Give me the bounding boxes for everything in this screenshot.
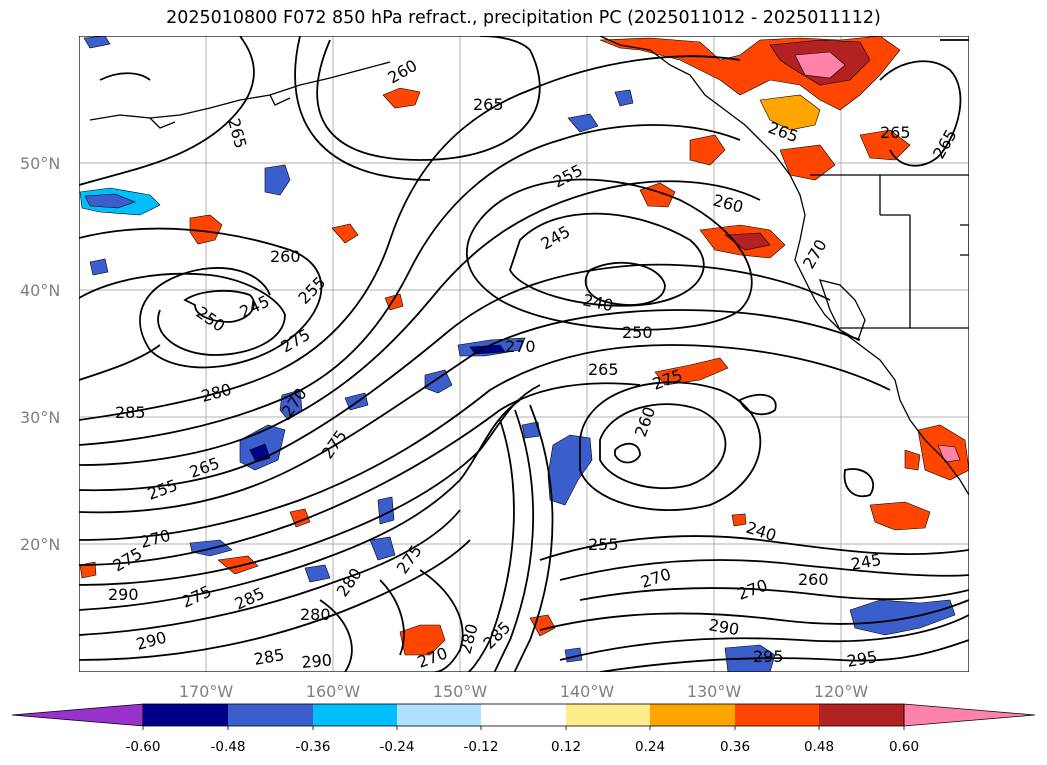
coastlines <box>89 36 969 496</box>
lon-label-160w: 160°W <box>306 682 361 701</box>
colorbar-bin <box>313 704 397 726</box>
colorbar-tick-label: 0.36 <box>720 739 750 755</box>
colorbar-ticks <box>142 726 905 730</box>
colorbar-tick-label: 0.12 <box>551 739 581 755</box>
refractivity-contours <box>79 36 969 672</box>
colorbar-tick-label: 0.24 <box>635 739 665 755</box>
lon-label-130w: 130°W <box>687 682 742 701</box>
lon-label-140w: 140°W <box>560 682 615 701</box>
lat-label-30n: 30°N <box>20 408 60 427</box>
contour-label: 290 <box>108 585 139 604</box>
colorbar-tick-label: 0.60 <box>889 739 919 755</box>
colorbar-high-extension <box>903 703 1036 727</box>
colorbar-bin <box>819 704 904 726</box>
contour-label: 295 <box>753 647 784 666</box>
colorbar-bin <box>650 704 735 726</box>
contour-label: 255 <box>588 535 619 554</box>
colorbar-tick-label: 0.48 <box>804 739 834 755</box>
lat-label-20n: 20°N <box>20 535 60 554</box>
colorbar-low-extension <box>11 703 144 727</box>
map-panel: 265 260 265 255 245 240 250 260 245 250 … <box>79 36 969 672</box>
precip-positive-areas <box>79 36 969 656</box>
colorbar-tick-label: -0.36 <box>296 739 331 755</box>
contour-label: 250 <box>622 323 653 342</box>
lat-label-40n: 40°N <box>20 281 60 300</box>
lon-label-120w: 120°W <box>814 682 869 701</box>
contour-label: 270 <box>505 337 536 356</box>
lon-label-150w: 150°W <box>433 682 488 701</box>
contour-label: 265 <box>880 123 911 142</box>
colorbar-tick-label: -0.24 <box>380 739 415 755</box>
colorbar-tick-label: -0.60 <box>126 739 161 755</box>
precip-negative-areas <box>79 36 956 672</box>
colorbar-bin <box>143 704 228 726</box>
contour-label: 280 <box>300 605 331 624</box>
contour-label: 265 <box>588 360 619 379</box>
map-title: 2025010800 F072 850 hPa refract., precip… <box>166 8 881 28</box>
contour-label: 265 <box>473 95 504 114</box>
contour-label: 260 <box>270 247 301 266</box>
colorbar-tick-label: -0.48 <box>211 739 246 755</box>
colorbar-bin <box>566 704 650 726</box>
colorbar-bin <box>397 704 481 726</box>
lon-label-170w: 170°W <box>179 682 234 701</box>
longitude-labels: 170°W 160°W 150°W 140°W 130°W 120°W <box>179 682 869 701</box>
colorbar-bin <box>228 704 313 726</box>
colorbar-tick-label: -0.12 <box>464 739 499 755</box>
contour-label: 290 <box>301 650 333 672</box>
latitude-labels: 50°N 40°N 30°N 20°N <box>20 154 60 554</box>
colorbar: -0.60 -0.48 -0.36 -0.24 -0.12 0.12 0.24 … <box>11 703 1036 755</box>
contour-label: 285 <box>115 403 146 422</box>
colorbar-bin <box>481 704 566 726</box>
contour-label: 260 <box>798 570 829 589</box>
colorbar-bin <box>735 704 819 726</box>
lat-label-50n: 50°N <box>20 154 60 173</box>
